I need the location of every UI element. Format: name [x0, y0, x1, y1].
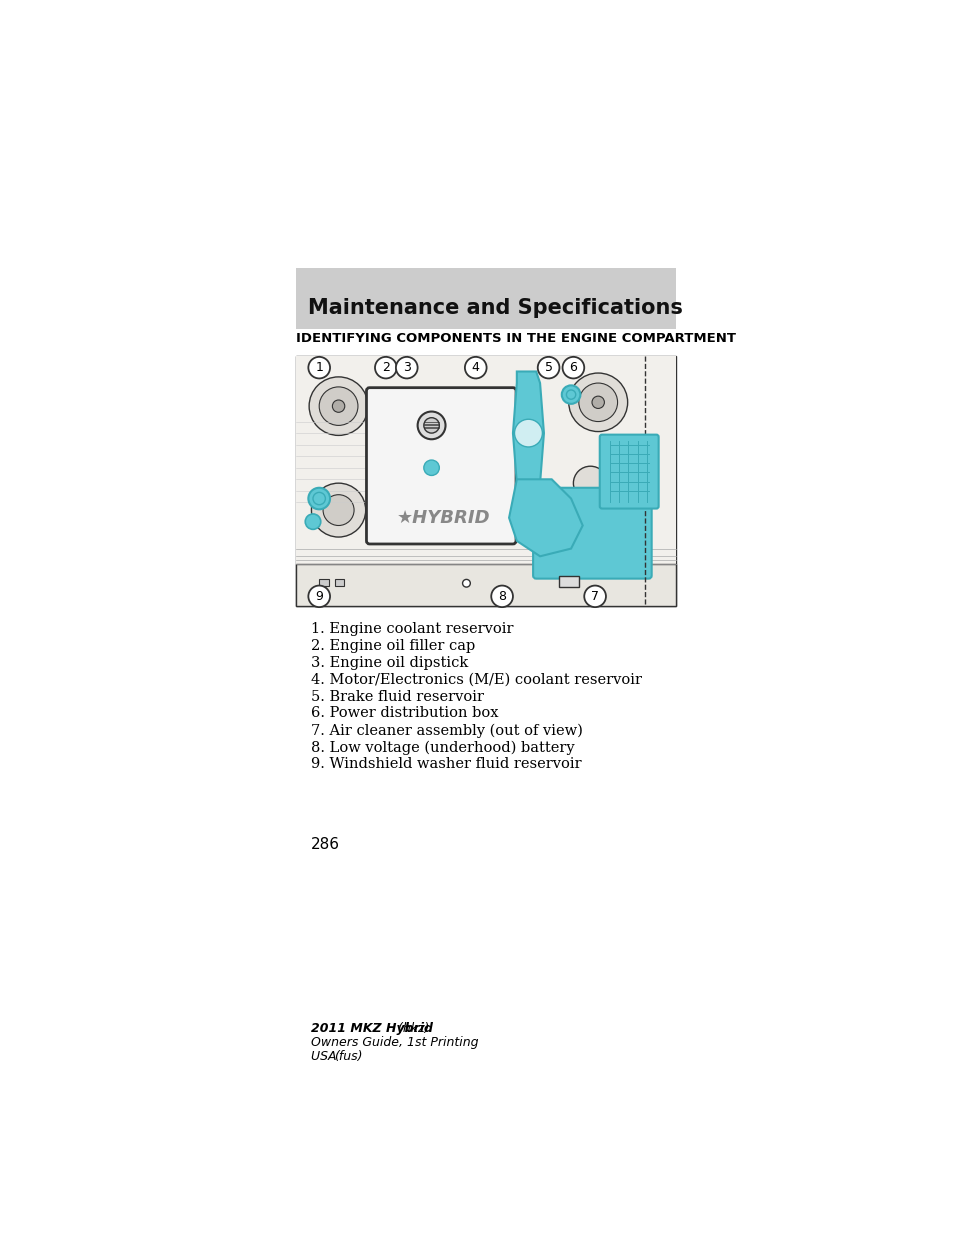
Text: 2: 2 — [381, 361, 390, 374]
Circle shape — [514, 419, 542, 447]
Circle shape — [375, 357, 396, 378]
Circle shape — [562, 357, 583, 378]
Circle shape — [423, 461, 439, 475]
Polygon shape — [513, 372, 543, 490]
Circle shape — [305, 514, 320, 530]
Text: 3. Engine oil dipstick: 3. Engine oil dipstick — [311, 656, 467, 669]
Circle shape — [561, 385, 579, 404]
Circle shape — [308, 488, 330, 509]
Circle shape — [311, 483, 365, 537]
Text: ★HYBRID: ★HYBRID — [396, 509, 490, 527]
Text: 8: 8 — [497, 590, 506, 603]
Text: 4. Motor/Electronics (M/E) coolant reservoir: 4. Motor/Electronics (M/E) coolant reser… — [311, 673, 641, 687]
Text: USA: USA — [311, 1050, 340, 1063]
Text: 1: 1 — [314, 361, 323, 374]
Text: 8. Low voltage (underhood) battery: 8. Low voltage (underhood) battery — [311, 740, 574, 755]
Circle shape — [319, 387, 357, 425]
Circle shape — [323, 495, 354, 526]
Text: 9: 9 — [314, 590, 323, 603]
Circle shape — [491, 585, 513, 608]
Bar — [295, 356, 675, 606]
Circle shape — [417, 411, 445, 440]
Circle shape — [583, 585, 605, 608]
Text: 7: 7 — [591, 590, 598, 603]
Bar — [295, 356, 675, 606]
Polygon shape — [509, 479, 582, 556]
Circle shape — [566, 390, 575, 399]
Text: 2. Engine oil filler cap: 2. Engine oil filler cap — [311, 638, 475, 652]
FancyBboxPatch shape — [533, 488, 651, 579]
Circle shape — [395, 357, 417, 378]
FancyBboxPatch shape — [599, 435, 658, 509]
Text: 7. Air cleaner assembly (out of view): 7. Air cleaner assembly (out of view) — [311, 724, 582, 737]
Text: (hkz): (hkz) — [394, 1023, 429, 1035]
Text: 6: 6 — [569, 361, 577, 374]
FancyBboxPatch shape — [366, 388, 516, 543]
Text: 5. Brake fluid reservoir: 5. Brake fluid reservoir — [311, 689, 483, 704]
Text: (fus): (fus) — [334, 1050, 362, 1063]
Text: Owners Guide, 1st Printing: Owners Guide, 1st Printing — [311, 1036, 477, 1049]
Text: Maintenance and Specifications: Maintenance and Specifications — [308, 299, 682, 319]
Text: 1. Engine coolant reservoir: 1. Engine coolant reservoir — [311, 621, 513, 636]
Text: 6. Power distribution box: 6. Power distribution box — [311, 706, 497, 720]
Circle shape — [308, 585, 330, 608]
Bar — [295, 268, 675, 330]
Circle shape — [423, 417, 439, 433]
Bar — [558, 576, 578, 587]
Text: 5: 5 — [544, 361, 552, 374]
Circle shape — [332, 400, 344, 412]
Text: 3: 3 — [402, 361, 411, 374]
Bar — [335, 579, 344, 585]
Bar — [295, 564, 675, 606]
Circle shape — [308, 357, 330, 378]
Text: 2011 MKZ Hybrid: 2011 MKZ Hybrid — [311, 1023, 433, 1035]
Text: 4: 4 — [472, 361, 479, 374]
Circle shape — [537, 357, 558, 378]
Bar — [319, 579, 328, 585]
Circle shape — [464, 357, 486, 378]
Text: 9. Windshield washer fluid reservoir: 9. Windshield washer fluid reservoir — [311, 757, 580, 772]
Circle shape — [568, 373, 627, 431]
Circle shape — [309, 377, 368, 436]
Circle shape — [592, 396, 604, 409]
Text: 286: 286 — [311, 837, 339, 852]
Circle shape — [462, 579, 470, 587]
Circle shape — [573, 466, 607, 500]
Text: IDENTIFYING COMPONENTS IN THE ENGINE COMPARTMENT: IDENTIFYING COMPONENTS IN THE ENGINE COM… — [295, 332, 735, 346]
Circle shape — [313, 493, 325, 505]
Circle shape — [578, 383, 617, 421]
